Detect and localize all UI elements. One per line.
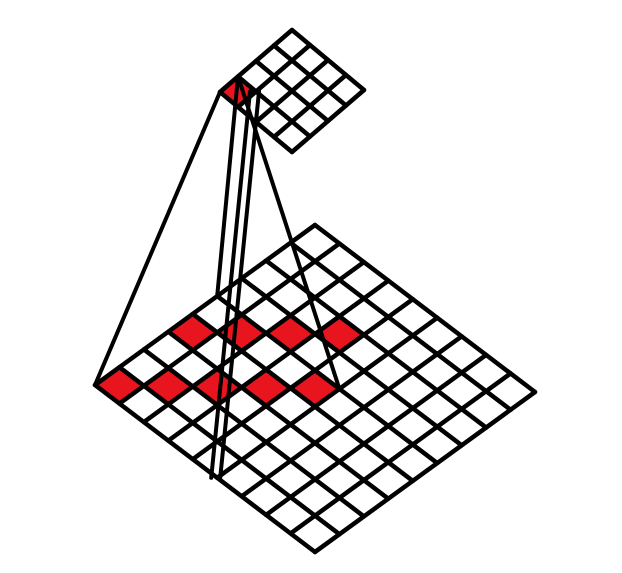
input-grid-line-b-5 [214, 315, 440, 481]
input-grid-line-b-7 [263, 352, 489, 518]
input-highlighted-cell-1-1 [143, 368, 193, 405]
input-grid-line-b-8 [288, 371, 513, 536]
pyramid-edge-center-b [218, 89, 261, 480]
input-grid [92, 222, 538, 555]
input-grid-line-a-1 [117, 364, 342, 537]
pyramid-edge-top [215, 74, 240, 299]
input-grid-line-a-8 [288, 240, 513, 413]
input-highlighted-cell-3-3 [241, 369, 291, 406]
input-grid-line-b-3 [166, 278, 391, 443]
output-grid-line-b-3 [271, 72, 349, 140]
output-grid-line-b-2 [253, 57, 331, 125]
input-grid-line-b-6 [239, 334, 464, 499]
input-highlighted-cell-4-4 [290, 370, 340, 407]
input-grid-line-b-4 [190, 296, 416, 462]
input-grid-line-a-4 [190, 311, 416, 484]
input-grid-line-b-9 [312, 389, 538, 555]
input-grid-line-a-9 [312, 222, 538, 395]
output-grid-line-a-4 [289, 27, 367, 93]
input-grid-line-a-0 [92, 382, 318, 555]
input-grid-line-a-7 [263, 258, 489, 430]
pyramid-edge-left [93, 90, 222, 387]
input-grid-line-a-6 [239, 276, 464, 448]
output-grid-line-a-3 [271, 43, 349, 108]
output-grid-line-b-4 [289, 87, 367, 155]
input-highlighted-cell-3-0 [168, 313, 218, 351]
input-highlighted-cell-5-2 [266, 315, 315, 352]
pyramid-edge-center-a [209, 89, 252, 480]
input-grid-line-b-2 [141, 259, 367, 425]
input-grid-line-a-3 [166, 329, 391, 501]
input-grid-line-a-5 [214, 293, 440, 466]
input-grid-line-b-0 [92, 222, 318, 388]
input-grid-line-a-2 [141, 347, 367, 519]
receptive-field-pyramid [93, 74, 342, 480]
